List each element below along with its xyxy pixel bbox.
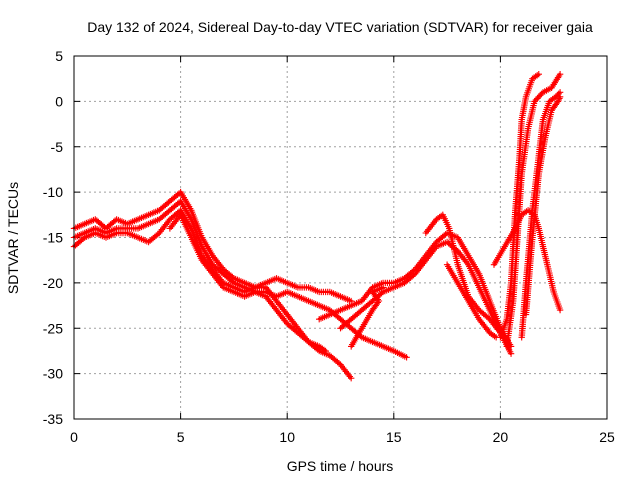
data-point — [556, 70, 564, 78]
data-point — [554, 98, 562, 105]
series-track-10 — [497, 70, 542, 341]
data-point — [320, 346, 328, 353]
series-track-5 — [316, 229, 515, 350]
series-group — [70, 70, 564, 382]
x-tick-label: 5 — [177, 429, 185, 445]
data-point — [347, 374, 355, 382]
data-point — [556, 93, 564, 101]
series-track-14 — [522, 93, 564, 318]
axis-ticks: 0 5 10 15 20 25 5 0 -5 -10 -15 -20 -25 -30 -35 — [43, 48, 615, 445]
series-track-4 — [166, 211, 329, 355]
data-point — [532, 96, 540, 104]
series-line — [72, 191, 353, 303]
chart-title: Day 132 of 2024, Sidereal Day-to-day VTE… — [87, 19, 593, 35]
data-point — [322, 347, 329, 355]
data-point — [534, 72, 541, 79]
plot-frame — [73, 55, 608, 420]
data-point — [485, 314, 492, 322]
y-tick-label: -35 — [43, 411, 63, 427]
y-tick-label: 0 — [55, 93, 63, 109]
series-track-11 — [503, 70, 564, 350]
series-track-8 — [422, 211, 504, 336]
y-tick-label: -10 — [43, 184, 63, 200]
data-point — [555, 90, 562, 97]
data-point — [535, 93, 542, 100]
data-point — [410, 271, 417, 279]
data-point — [556, 95, 563, 102]
series-track-9 — [443, 261, 500, 341]
data-point — [556, 306, 564, 314]
series-track-7 — [348, 284, 387, 350]
series-line — [424, 213, 502, 334]
data-point — [303, 337, 311, 344]
x-tick-label: 0 — [70, 429, 78, 445]
x-axis-label: GPS time / hours — [287, 458, 394, 474]
y-tick-label: 5 — [55, 48, 63, 64]
data-point — [535, 70, 542, 78]
data-point — [403, 354, 410, 361]
x-tick-label: 10 — [279, 429, 295, 445]
y-tick-label: -25 — [43, 320, 63, 336]
data-point — [531, 98, 538, 105]
series-track-3 — [70, 207, 355, 382]
x-tick-label: 15 — [386, 429, 402, 445]
data-point — [537, 92, 544, 99]
data-point — [379, 284, 387, 291]
y-tick-label: -5 — [51, 139, 64, 155]
y-tick-label: -15 — [43, 230, 63, 246]
series-track-1 — [70, 188, 355, 305]
y-tick-label: -20 — [43, 275, 63, 291]
data-point — [555, 96, 562, 104]
data-point — [335, 360, 343, 367]
data-point — [507, 350, 515, 357]
y-axis-label: SDTVAR / TECUs — [5, 182, 21, 294]
y-tick-label: -30 — [43, 366, 63, 382]
x-tick-label: 25 — [599, 429, 615, 445]
series-track-12 — [490, 207, 564, 314]
data-point — [154, 231, 161, 238]
series-line — [72, 209, 353, 380]
x-tick-label: 20 — [493, 429, 509, 445]
